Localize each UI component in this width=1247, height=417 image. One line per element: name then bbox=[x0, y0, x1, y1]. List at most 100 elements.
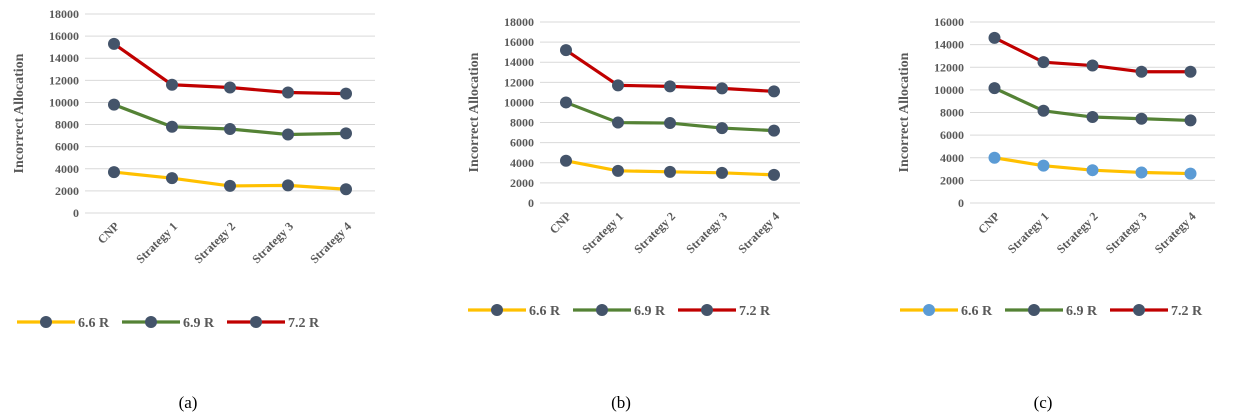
y-tick-label: 4000 bbox=[510, 156, 534, 170]
data-point bbox=[768, 124, 780, 137]
data-point bbox=[1184, 65, 1197, 78]
legend-marker bbox=[491, 304, 503, 316]
data-point bbox=[1037, 56, 1050, 69]
data-point bbox=[224, 179, 236, 192]
y-tick-label: 6000 bbox=[510, 136, 534, 150]
y-tick-label: 10000 bbox=[49, 95, 79, 109]
data-point bbox=[108, 37, 120, 50]
x-tick-label: CNP bbox=[975, 209, 1002, 236]
y-tick-label: 4000 bbox=[55, 162, 79, 176]
x-tick-label: CNP bbox=[95, 219, 122, 246]
data-point bbox=[612, 116, 624, 129]
x-tick-label: Strategy 2 bbox=[1054, 209, 1101, 256]
x-tick-label: Strategy 3 bbox=[249, 219, 296, 266]
legend-label: 6.9 R bbox=[634, 304, 666, 319]
data-point bbox=[166, 120, 178, 133]
data-point bbox=[560, 154, 572, 167]
data-point bbox=[282, 128, 294, 141]
data-point bbox=[166, 78, 178, 91]
data-point bbox=[716, 82, 728, 95]
y-tick-label: 12000 bbox=[49, 73, 79, 87]
y-tick-label: 16000 bbox=[504, 35, 534, 49]
legend-marker bbox=[250, 316, 262, 328]
data-point bbox=[340, 127, 352, 140]
data-point bbox=[282, 86, 294, 99]
data-point bbox=[1135, 65, 1148, 78]
y-tick-label: 12000 bbox=[504, 75, 534, 89]
chart-panel-1: 0 2000 4000 6000 8000 10000 12000 14000 16000 180… bbox=[12, 7, 375, 412]
y-tick-label: 14000 bbox=[49, 51, 79, 65]
x-tick-label: CNP bbox=[547, 209, 574, 236]
y-tick-label: 0 bbox=[528, 196, 534, 210]
data-point bbox=[664, 117, 676, 130]
data-point bbox=[340, 87, 352, 100]
x-tick-label: Strategy 4 bbox=[1152, 209, 1199, 256]
y-tick-label: 16000 bbox=[934, 15, 964, 29]
y-tick-label: 8000 bbox=[55, 118, 79, 132]
x-tick-label: Strategy 3 bbox=[683, 209, 730, 256]
data-point bbox=[1184, 167, 1197, 180]
y-tick-label: 10000 bbox=[504, 95, 534, 109]
data-point bbox=[664, 165, 676, 178]
y-tick-label: 10000 bbox=[934, 83, 964, 97]
y-tick-label: 18000 bbox=[49, 7, 79, 21]
data-point bbox=[768, 85, 780, 98]
y-tick-label: 8000 bbox=[510, 116, 534, 130]
legend-marker bbox=[701, 304, 713, 316]
legend-marker bbox=[40, 316, 52, 328]
legend-label: 7.2 R bbox=[739, 304, 771, 319]
y-tick-label: 2000 bbox=[940, 173, 964, 187]
y-tick-label: 6000 bbox=[940, 128, 964, 142]
y-tick-label: 0 bbox=[73, 206, 79, 220]
x-tick-label: Strategy 3 bbox=[1103, 209, 1150, 256]
data-point bbox=[768, 168, 780, 181]
y-tick-label: 16000 bbox=[49, 29, 79, 43]
legend-marker bbox=[145, 316, 157, 328]
data-point bbox=[340, 183, 352, 196]
legend-marker bbox=[923, 304, 935, 316]
data-point bbox=[282, 179, 294, 192]
data-point bbox=[1135, 112, 1148, 125]
data-point bbox=[1086, 59, 1099, 72]
panel-caption: (b) bbox=[611, 393, 631, 412]
legend-label: 6.6 R bbox=[78, 316, 110, 331]
legend-label: 6.9 R bbox=[1066, 304, 1098, 319]
x-tick-label: Strategy 2 bbox=[631, 209, 678, 256]
data-point bbox=[1037, 104, 1050, 117]
y-tick-label: 14000 bbox=[504, 55, 534, 69]
data-point bbox=[716, 122, 728, 135]
chart-panel-3: 0 2000 4000 6000 8000 10000 12000 14000 16000 Inc… bbox=[897, 15, 1215, 412]
data-point bbox=[1184, 114, 1197, 127]
chart-panel-2: 0 2000 4000 6000 8000 10000 12000 14000 16000 180… bbox=[467, 15, 800, 412]
data-point bbox=[1135, 166, 1148, 179]
data-point bbox=[224, 122, 236, 135]
x-tick-label: Strategy 1 bbox=[579, 209, 626, 256]
y-axis-label: Incorrect Allocation bbox=[467, 52, 482, 172]
data-point bbox=[988, 31, 1001, 44]
x-tick-label: Strategy 2 bbox=[191, 219, 238, 266]
y-axis-label: Incorrect Allocation bbox=[12, 53, 27, 173]
x-tick-label: Strategy 4 bbox=[307, 219, 354, 266]
data-point bbox=[108, 98, 120, 111]
y-tick-label: 18000 bbox=[504, 15, 534, 29]
data-point bbox=[560, 96, 572, 109]
legend-label: 7.2 R bbox=[1171, 304, 1203, 319]
y-tick-label: 8000 bbox=[940, 106, 964, 120]
panel-caption: (a) bbox=[179, 393, 198, 412]
data-point bbox=[716, 166, 728, 179]
data-point bbox=[988, 151, 1001, 164]
y-axis-label: Incorrect Allocation bbox=[897, 52, 912, 172]
y-tick-label: 2000 bbox=[510, 176, 534, 190]
y-tick-label: 6000 bbox=[55, 140, 79, 154]
panel-caption: (c) bbox=[1034, 393, 1053, 412]
data-point bbox=[560, 44, 572, 57]
y-tick-label: 14000 bbox=[934, 38, 964, 52]
x-tick-label: Strategy 1 bbox=[133, 219, 180, 266]
x-tick-label: Strategy 4 bbox=[735, 209, 782, 256]
legend-marker bbox=[1133, 304, 1145, 316]
data-point bbox=[1037, 159, 1050, 172]
legend-marker bbox=[596, 304, 608, 316]
legend-label: 6.9 R bbox=[183, 316, 215, 331]
data-point bbox=[612, 164, 624, 177]
